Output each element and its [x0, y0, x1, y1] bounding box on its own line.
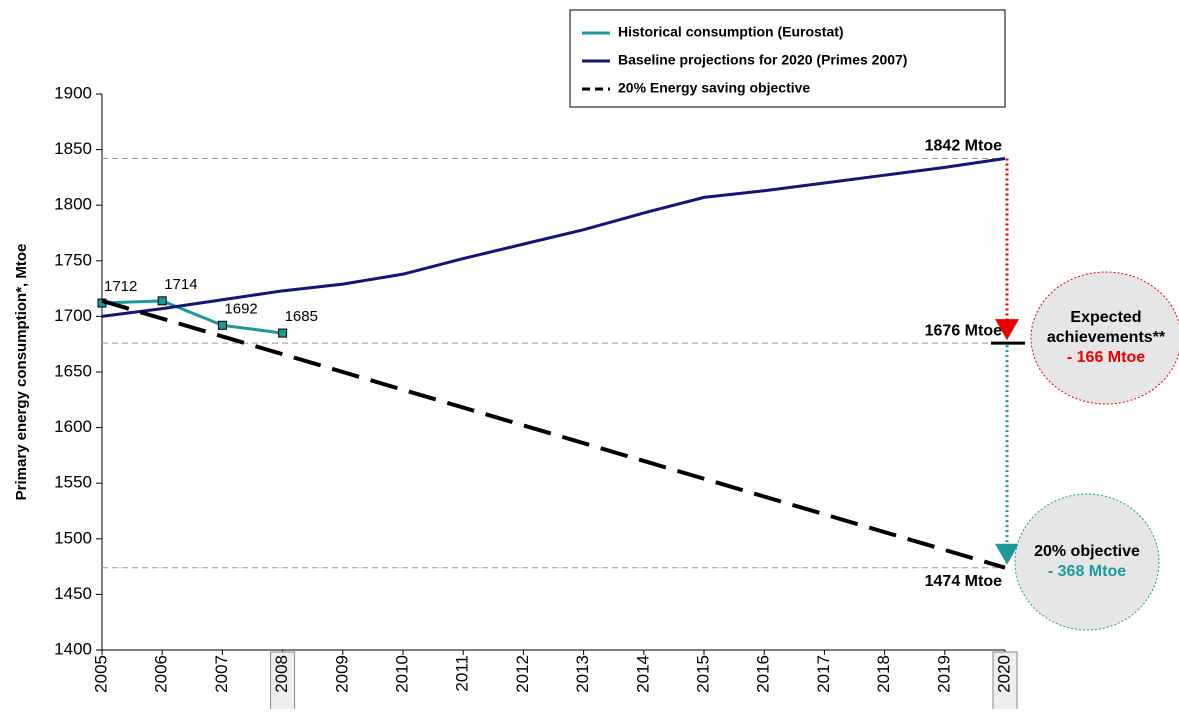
- callout-bubble: [1030, 271, 1179, 405]
- y-tick-label: 1500: [54, 528, 92, 547]
- y-tick-label: 1750: [54, 250, 92, 269]
- x-tick-label: 2015: [693, 655, 712, 693]
- callout-bubble: [1014, 493, 1160, 631]
- marker: [157, 296, 167, 306]
- x-tick-label: 2019: [934, 655, 953, 693]
- legend-label: Historical consumption (Eurostat): [618, 24, 844, 40]
- y-tick-label: 1800: [54, 195, 92, 214]
- marker: [278, 328, 288, 338]
- x-tick-label: 2018: [874, 655, 893, 693]
- x-tick-label: 2013: [573, 655, 592, 693]
- y-tick-label: 1900: [54, 83, 92, 102]
- y-tick-label: 1700: [54, 306, 92, 325]
- x-tick-label: 2006: [152, 655, 171, 693]
- callout-text: Expected: [1070, 309, 1141, 326]
- y-tick-label: 1650: [54, 361, 92, 380]
- x-tick-label: 2010: [392, 655, 411, 693]
- marker: [217, 320, 227, 330]
- x-tick-label: 2011: [453, 655, 472, 692]
- callout-text: 20% objective: [1034, 543, 1140, 560]
- callout-amount: - 166 Mtoe: [1067, 349, 1145, 366]
- x-label-box: [270, 651, 296, 713]
- legend-box: [569, 9, 1006, 108]
- callout-amount: - 368 Mtoe: [1048, 563, 1126, 580]
- x-tick-label: 2014: [633, 655, 652, 693]
- x-tick-label: 2016: [754, 655, 773, 693]
- data-label: 1712: [104, 278, 137, 295]
- data-label: 1685: [285, 308, 318, 325]
- data-label: 1692: [224, 300, 257, 317]
- series-line: [101, 299, 283, 335]
- x-tick-label: 2012: [513, 655, 532, 693]
- x-tick-label: 2017: [814, 655, 833, 693]
- series-line: [101, 298, 1006, 570]
- callout-text: achievements**: [1047, 329, 1166, 346]
- reference-label: 1842 Mtoe: [925, 138, 1002, 155]
- reference-label: 1676 Mtoe: [925, 322, 1002, 339]
- data-label: 1714: [164, 276, 197, 293]
- y-tick-label: 1450: [54, 584, 92, 603]
- x-tick-label: 2009: [332, 655, 351, 693]
- x-tick-label: 2005: [91, 655, 110, 693]
- x-tick-label: 2008: [272, 655, 291, 693]
- y-tick-label: 1600: [54, 417, 92, 436]
- y-tick-label: 1550: [54, 473, 92, 492]
- y-tick-label: 1400: [54, 639, 92, 658]
- y-axis-label: Primary energy consumption*, Mtoe: [13, 244, 30, 501]
- reference-label: 1474 Mtoe: [925, 573, 1002, 590]
- series-line: [101, 157, 1006, 318]
- x-tick-label: 2020: [994, 655, 1013, 693]
- x-label-box: [992, 651, 1018, 713]
- legend-label: 20% Energy saving objective: [618, 80, 810, 96]
- legend-label: Baseline projections for 2020 (Primes 20…: [618, 52, 907, 68]
- x-tick-label: 2007: [212, 655, 231, 693]
- y-tick-label: 1850: [54, 139, 92, 158]
